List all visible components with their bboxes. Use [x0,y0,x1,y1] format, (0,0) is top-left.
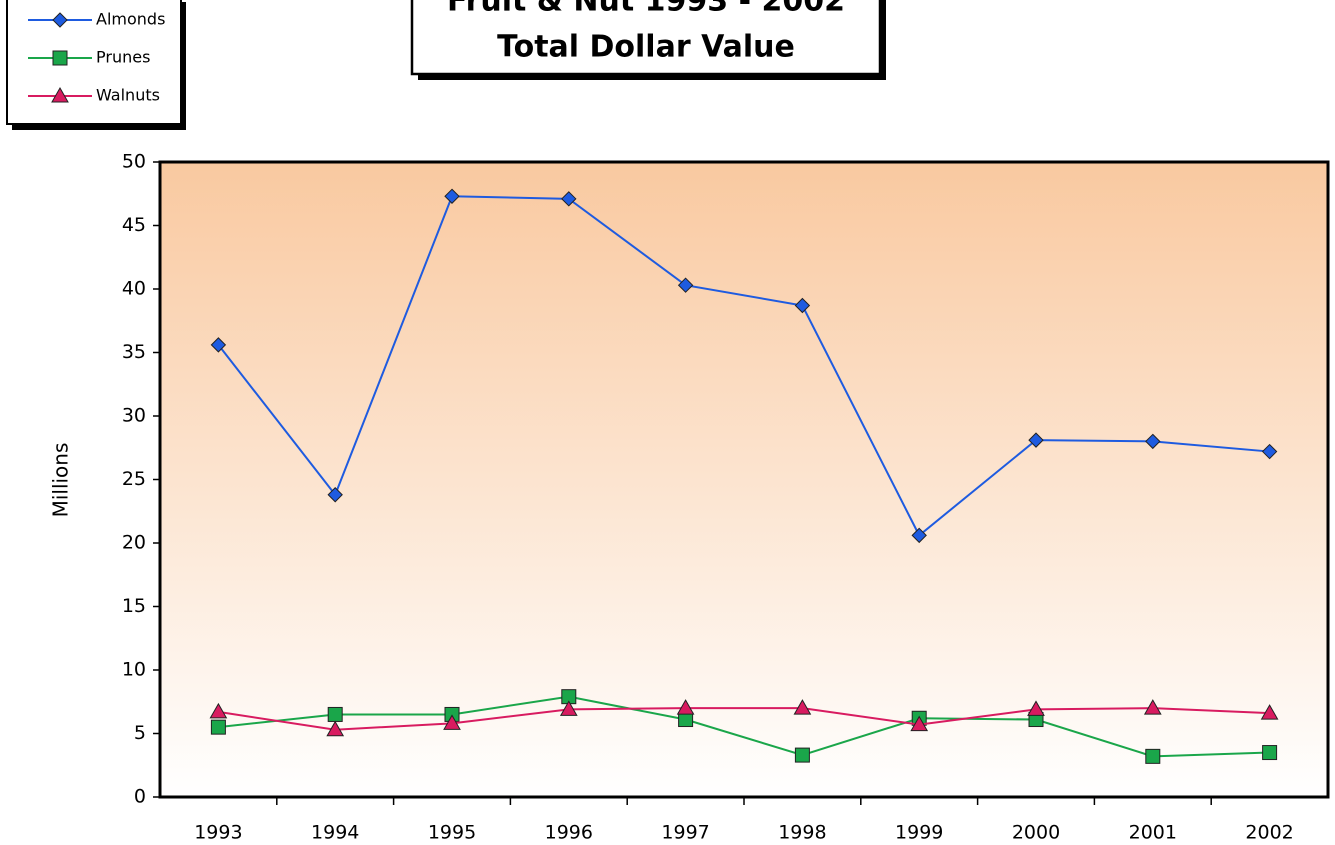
marker [326,720,345,737]
chart-title: Fruit & Nut 1993 - 2002 [447,0,845,19]
marker [1260,704,1279,720]
marker [678,712,694,728]
y-tick-label: 45 [122,214,146,236]
marker [51,86,69,103]
plot-background [160,162,1328,797]
marker [559,700,578,716]
y-tick-label: 50 [122,151,146,173]
marker [1262,745,1278,761]
marker [1145,748,1161,764]
x-tick-label: 2001 [1129,822,1177,844]
y-tick-label: 25 [122,468,146,490]
marker [794,297,811,314]
y-tick-label: 30 [122,405,146,427]
y-tick-label: 5 [134,722,146,744]
marker [209,702,228,719]
x-tick-label: 2002 [1245,822,1293,844]
legend-label: Almonds [96,10,165,29]
legend-label: Prunes [96,48,150,67]
marker [793,699,812,715]
y-axis-label: Millions [49,443,73,518]
marker [794,747,810,763]
x-tick-label: 1998 [778,822,826,844]
marker [210,337,227,353]
marker [327,706,343,722]
marker [1143,699,1162,715]
marker [1145,433,1161,450]
marker [52,12,68,28]
x-tick-label: 1993 [194,822,242,844]
marker [52,50,68,66]
y-tick-label: 35 [122,341,146,363]
y-tick-label: 20 [122,532,146,554]
marker [911,527,927,544]
marker [677,277,694,293]
marker [910,715,929,732]
series-line [217,195,1270,537]
marker [1261,443,1278,460]
chart-subtitle: Total Dollar Value [497,30,795,65]
marker [1028,432,1044,448]
marker [1027,700,1045,716]
marker [210,719,226,735]
x-tick-label: 1996 [545,822,593,844]
x-tick-label: 1994 [311,822,359,844]
x-tick-label: 1995 [428,822,476,844]
marker [443,714,461,730]
marker [327,487,343,503]
title-box [410,0,882,76]
marker [676,699,695,715]
plot-border [158,160,1330,799]
series-line [218,707,1270,731]
x-tick-label: 2000 [1012,822,1060,844]
y-tick-label: 40 [122,278,146,300]
x-tick-label: 1997 [661,822,709,844]
series-line [218,695,1270,758]
marker [561,191,577,207]
marker [444,188,460,204]
legend-label: Walnuts [96,86,160,105]
x-tick-label: 1999 [895,822,943,844]
y-tick-label: 15 [122,595,146,617]
y-tick-label: 0 [134,786,146,808]
y-tick-label: 10 [122,659,146,681]
